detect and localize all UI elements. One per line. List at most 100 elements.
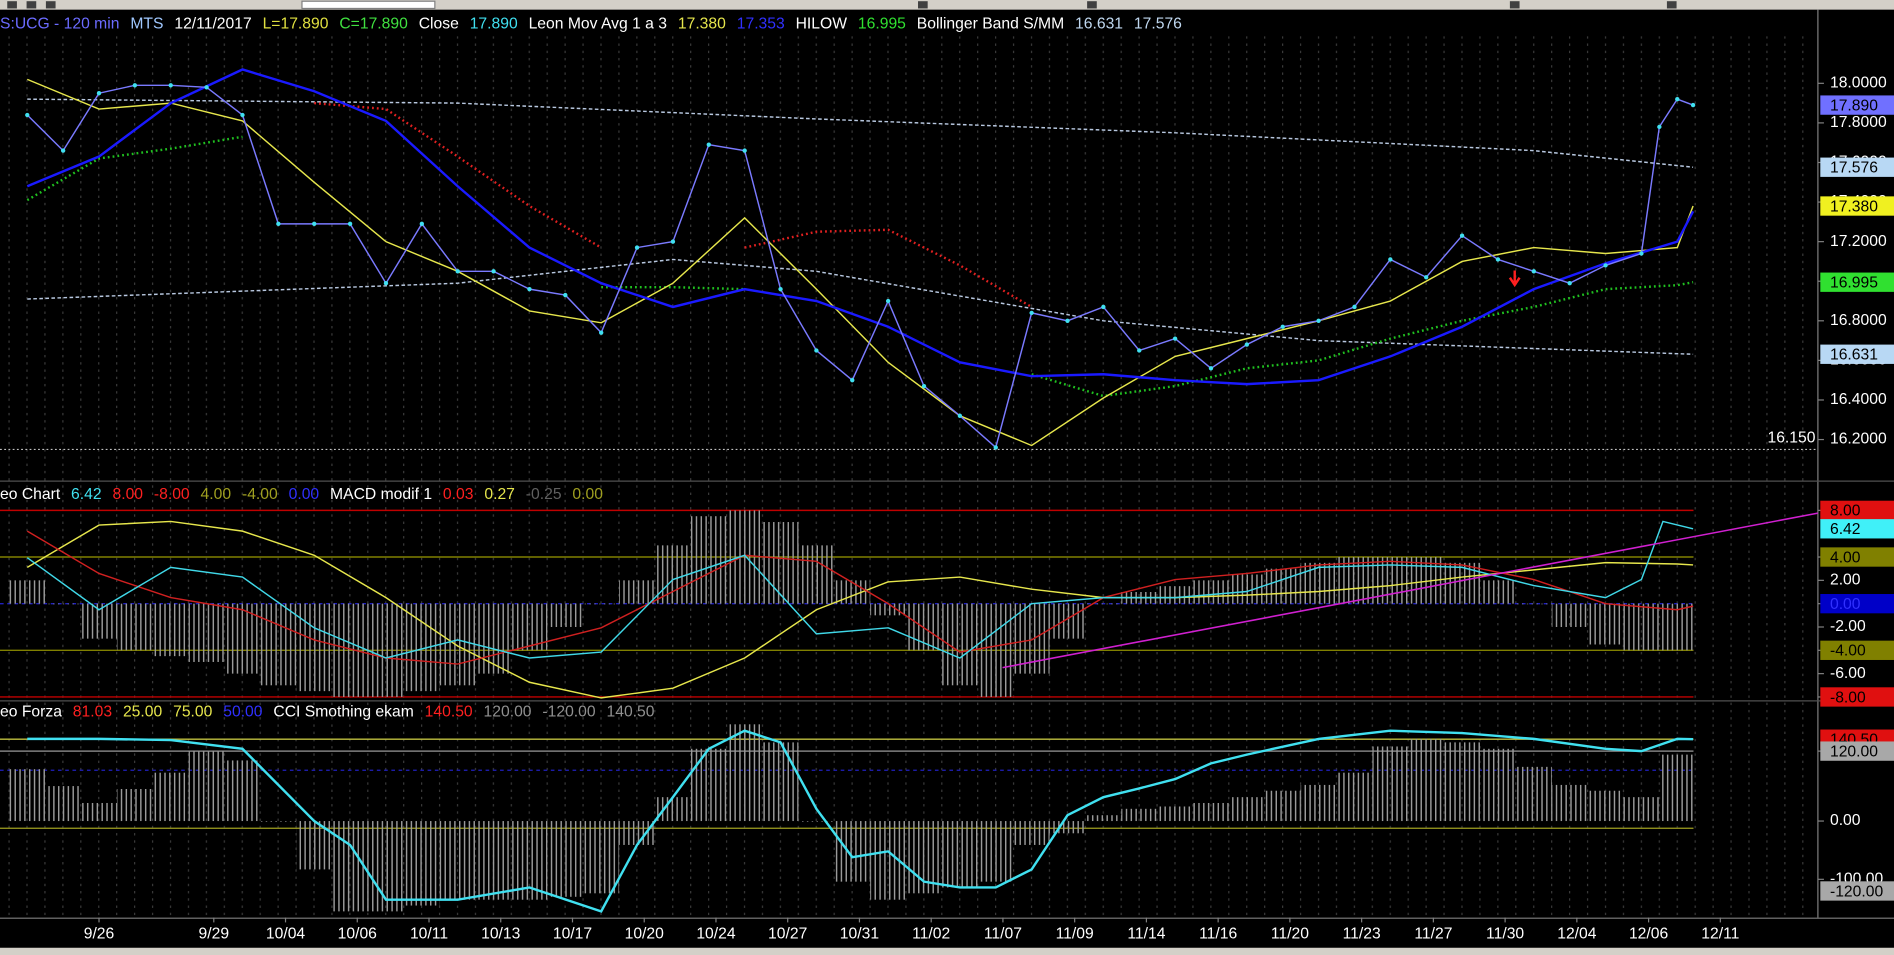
histogram-bar bbox=[224, 760, 261, 822]
data-point bbox=[455, 269, 460, 274]
histogram-bar bbox=[1121, 808, 1158, 822]
data-point bbox=[347, 221, 353, 227]
histogram-bar bbox=[45, 603, 82, 605]
header-item: 16.995 bbox=[858, 15, 906, 32]
toolbar-input[interactable] bbox=[301, 0, 436, 10]
histogram-bar bbox=[224, 603, 261, 674]
value-marker-label: 17.890 bbox=[1830, 97, 1878, 114]
value-marker-label: 16.995 bbox=[1830, 275, 1878, 292]
value-marker-label: 0.00 bbox=[1830, 596, 1861, 613]
histogram-bar bbox=[941, 821, 978, 888]
histogram-bar bbox=[1480, 748, 1516, 822]
histogram-bar bbox=[296, 603, 333, 692]
histogram-bar bbox=[1049, 821, 1086, 834]
toolbar[interactable] bbox=[0, 0, 1894, 10]
x-tick-label: 9/26 bbox=[84, 926, 115, 943]
signal-arrow bbox=[1508, 270, 1521, 288]
value-marker-label: 17.576 bbox=[1830, 160, 1878, 177]
header-item: Bollinger Band S/MM bbox=[917, 15, 1064, 32]
histogram-bar bbox=[583, 603, 620, 605]
series-line bbox=[27, 98, 1694, 168]
histogram-bar bbox=[403, 603, 440, 692]
data-point bbox=[778, 286, 783, 292]
histogram-bar bbox=[439, 603, 476, 686]
histogram-bar bbox=[368, 821, 404, 912]
histogram-bar bbox=[619, 821, 655, 845]
value-marker bbox=[1820, 547, 1894, 567]
histogram-bar bbox=[188, 603, 225, 662]
tool-icon[interactable] bbox=[1509, 1, 1520, 9]
histogram-bar bbox=[690, 516, 727, 604]
data-point bbox=[419, 221, 425, 227]
header-item: C=17.890 bbox=[339, 15, 408, 32]
histogram-bar bbox=[1480, 580, 1516, 604]
histogram-bar bbox=[475, 603, 512, 674]
histogram-bar bbox=[1444, 742, 1481, 822]
histogram-bar bbox=[1372, 746, 1409, 822]
header-item: 8.00 bbox=[112, 486, 143, 503]
histogram-bar bbox=[9, 769, 46, 822]
histogram-bar bbox=[1300, 562, 1337, 604]
value-marker bbox=[1820, 594, 1894, 614]
tool-icon[interactable] bbox=[918, 1, 928, 9]
tool-icon[interactable] bbox=[7, 1, 17, 9]
data-point bbox=[563, 292, 568, 298]
histogram-bar bbox=[1515, 603, 1552, 605]
data-point bbox=[1065, 318, 1070, 323]
data-point bbox=[60, 148, 66, 153]
data-point bbox=[634, 245, 640, 250]
histogram-bar bbox=[977, 603, 1014, 697]
header-item: 12/11/2017 bbox=[174, 15, 251, 32]
y-tick-label: 18.0000 bbox=[1830, 74, 1887, 91]
tool-icon[interactable] bbox=[1666, 1, 1677, 9]
histogram-bar bbox=[45, 786, 82, 822]
histogram-bar bbox=[1659, 754, 1696, 822]
header-item: S:UCG - 120 min bbox=[0, 15, 119, 32]
histogram-bar bbox=[1157, 806, 1194, 822]
data-point bbox=[168, 83, 173, 88]
data-point bbox=[1208, 366, 1214, 371]
data-point bbox=[96, 91, 102, 96]
value-marker-label: -8.00 bbox=[1830, 689, 1866, 706]
histogram-bar bbox=[1013, 603, 1050, 674]
tool-icon[interactable] bbox=[1087, 1, 1097, 9]
y-tick-label: 2.00 bbox=[1830, 571, 1861, 588]
x-tick-label: 11/14 bbox=[1127, 926, 1165, 943]
y-tick-label: 16.4000 bbox=[1830, 391, 1887, 408]
histogram-bar bbox=[870, 603, 907, 616]
histogram-bar bbox=[726, 724, 763, 822]
series-line bbox=[26, 135, 1694, 398]
header-item: 16.631 bbox=[1075, 15, 1123, 32]
tool-icon[interactable] bbox=[26, 1, 37, 9]
toolbar-icons bbox=[7, 0, 1677, 10]
value-marker-label: 4.00 bbox=[1830, 549, 1861, 566]
x-tick-label: 9/29 bbox=[199, 926, 230, 943]
header-item: Leon Mov Avg 1 a 3 bbox=[529, 15, 668, 32]
x-tick-label: 12/04 bbox=[1557, 926, 1597, 943]
y-tick-label: 16.8000 bbox=[1830, 312, 1887, 329]
data-point bbox=[921, 383, 927, 389]
x-tick-label: 11/27 bbox=[1414, 926, 1452, 943]
header-item: 50.00 bbox=[223, 703, 263, 720]
value-marker bbox=[1820, 640, 1894, 660]
value-marker-label: 17.380 bbox=[1830, 198, 1878, 215]
histogram-bar bbox=[368, 603, 404, 697]
histogram-bar bbox=[1551, 603, 1588, 627]
series-line bbox=[27, 729, 1694, 913]
histogram-bar bbox=[977, 821, 1014, 882]
data-point bbox=[1567, 281, 1572, 286]
header-item: 0.03 bbox=[443, 486, 474, 503]
x-tick-label: 11/07 bbox=[984, 926, 1022, 943]
tool-icon[interactable] bbox=[45, 1, 56, 9]
histogram-bar bbox=[260, 603, 297, 686]
histogram-bar bbox=[439, 821, 476, 900]
histogram-bar bbox=[81, 802, 117, 822]
x-tick-label: 10/04 bbox=[266, 926, 306, 943]
histogram-bar bbox=[152, 772, 189, 822]
plots bbox=[0, 68, 1818, 913]
value-marker bbox=[1820, 344, 1894, 364]
y-tick-label: -6.00 bbox=[1830, 665, 1866, 682]
value-marker-label: 16.631 bbox=[1830, 347, 1878, 364]
histogram-bar bbox=[1300, 784, 1337, 822]
